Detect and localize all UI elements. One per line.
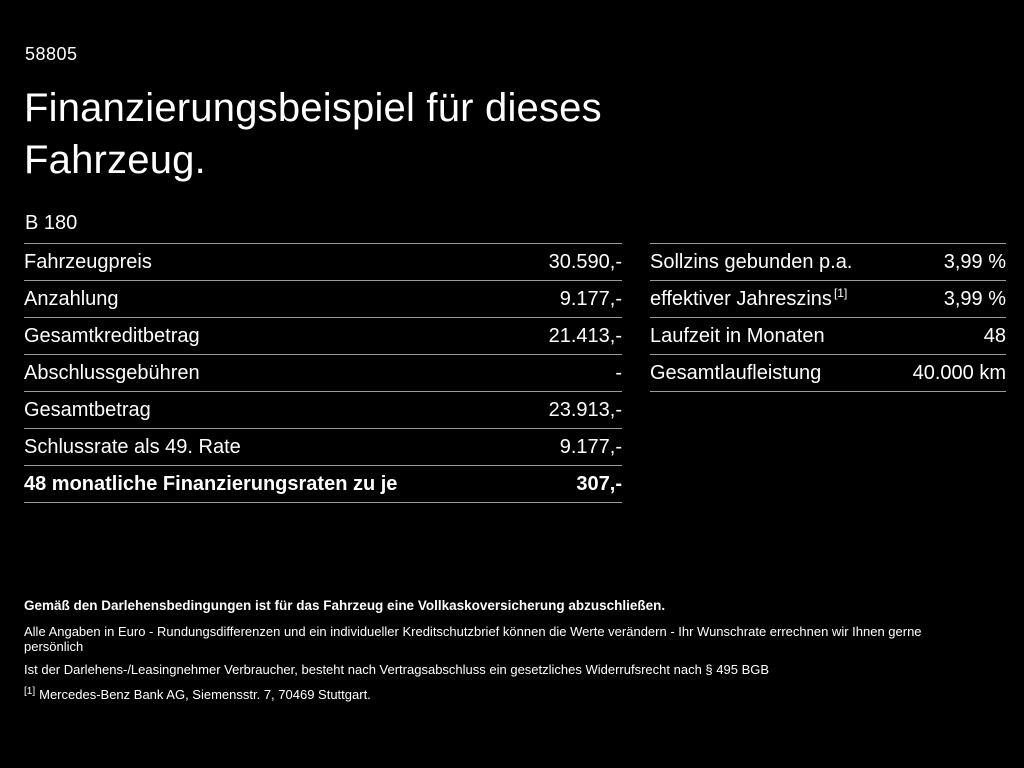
row-sollzins: Sollzins gebunden p.a. 3,99 % bbox=[650, 243, 1006, 280]
row-label: Laufzeit in Monaten bbox=[650, 324, 825, 347]
footnote-text: Mercedes-Benz Bank AG, Siemensstr. 7, 70… bbox=[39, 687, 371, 702]
legal-footer: Gemäß den Darlehensbedingungen ist für d… bbox=[24, 598, 984, 702]
row-value: 9.177,- bbox=[559, 287, 622, 310]
page-title-line1: Finanzierungsbeispiel für dieses bbox=[24, 86, 602, 130]
row-label: Fahrzeugpreis bbox=[24, 250, 152, 273]
row-monatliche-raten: 48 monatliche Finanzierungsraten zu je 3… bbox=[24, 465, 622, 503]
row-value: 3,99 % bbox=[943, 250, 1006, 273]
row-gesamtkreditbetrag: Gesamtkreditbetrag 21.413,- bbox=[24, 317, 622, 354]
row-value: 30.590,- bbox=[548, 250, 622, 273]
row-laufzeit: Laufzeit in Monaten 48 bbox=[650, 317, 1006, 354]
row-schlussrate: Schlussrate als 49. Rate 9.177,- bbox=[24, 428, 622, 465]
footer-disclaimer-1: Alle Angaben in Euro - Rundungsdifferenz… bbox=[24, 624, 922, 654]
row-fahrzeugpreis: Fahrzeugpreis 30.590,- bbox=[24, 243, 622, 280]
row-effektiver-jahreszins: effektiver Jahreszins [1] 3,99 % bbox=[650, 280, 1006, 317]
row-gesamtbetrag: Gesamtbetrag 23.913,- bbox=[24, 391, 622, 428]
row-value: 3,99 % bbox=[943, 287, 1006, 310]
row-label: Schlussrate als 49. Rate bbox=[24, 435, 241, 458]
row-value: - bbox=[615, 361, 622, 384]
row-label: 48 monatliche Finanzierungsraten zu je bbox=[24, 472, 398, 495]
row-value: 307,- bbox=[576, 472, 622, 495]
row-label: Abschlussgebühren bbox=[24, 361, 200, 384]
row-value: 9.177,- bbox=[559, 435, 622, 458]
row-abschlussgebuehren: Abschlussgebühren - bbox=[24, 354, 622, 391]
row-value: 40.000 km bbox=[912, 361, 1006, 384]
footer-insurance-note: Gemäß den Darlehensbedingungen ist für d… bbox=[24, 598, 666, 613]
document-id: 58805 bbox=[25, 44, 78, 64]
row-value: 48 bbox=[983, 324, 1006, 347]
row-label: Gesamtlaufleistung bbox=[650, 361, 822, 384]
row-label: Gesamtbetrag bbox=[24, 398, 151, 421]
row-label: Anzahlung bbox=[24, 287, 119, 310]
footer-bank-footnote: [1] Mercedes-Benz Bank AG, Siemensstr. 7,… bbox=[24, 685, 984, 702]
vehicle-model: B 180 bbox=[25, 212, 78, 234]
row-value: 23.913,- bbox=[548, 398, 622, 421]
footer-disclaimer-2: Ist der Darlehens-/Leasingnehmer Verbrau… bbox=[24, 662, 770, 677]
row-anzahlung: Anzahlung 9.177,- bbox=[24, 280, 622, 317]
row-label: Sollzins gebunden p.a. bbox=[650, 250, 853, 273]
row-value: 21.413,- bbox=[548, 324, 622, 347]
financing-table-left: Fahrzeugpreis 30.590,- Anzahlung 9.177,-… bbox=[24, 243, 622, 503]
financing-table-right: Sollzins gebunden p.a. 3,99 % effektiver… bbox=[650, 243, 1006, 392]
page-title: Finanzierungsbeispiel für dieses Fahrzeu… bbox=[24, 82, 602, 186]
footnote-ref: [1] bbox=[24, 685, 36, 697]
footnote-ref: [1] bbox=[833, 285, 848, 300]
page-title-line2: Fahrzeug. bbox=[24, 138, 206, 182]
row-label: effektiver Jahreszins [1] bbox=[650, 285, 848, 310]
row-gesamtlaufleistung: Gesamtlaufleistung 40.000 km bbox=[650, 354, 1006, 392]
row-label: Gesamtkreditbetrag bbox=[24, 324, 200, 347]
